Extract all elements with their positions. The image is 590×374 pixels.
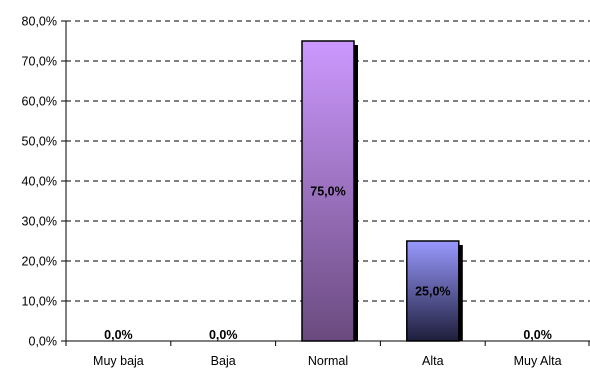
data-labels: 0,0% 0,0% 75,0% 25,0% 0,0% [104,185,552,343]
y-tick-label: 60,0% [22,95,57,109]
data-label: 75,0% [310,185,345,199]
x-tick-label: Alta [422,354,444,368]
y-tick-label: 20,0% [22,255,57,269]
bars [301,40,463,342]
x-tick-label: Muy baja [93,354,144,368]
data-label: 0,0% [104,328,133,342]
axes [65,21,590,342]
y-axis-ticks: 0,0% 10,0% 20,0% 30,0% 40,0% 50,0% 60,0% 70,0% 8… [22,15,66,349]
data-label: 0,0% [523,328,552,342]
y-tick-label: 70,0% [22,55,57,69]
x-tick-label: Baja [211,354,236,368]
y-tick-label: 10,0% [22,295,57,309]
y-tick-label: 30,0% [22,215,57,229]
data-label: 25,0% [415,285,450,299]
y-tick-label: 80,0% [22,15,57,29]
x-tick-label: Muy Alta [514,354,562,368]
x-tick-label: Normal [308,354,348,368]
y-tick-label: 0,0% [29,335,58,349]
x-axis-ticks: Muy baja Baja Normal Alta Muy Alta [65,341,590,368]
y-tick-label: 50,0% [22,135,57,149]
data-label: 0,0% [209,328,238,342]
y-tick-label: 40,0% [22,175,57,189]
